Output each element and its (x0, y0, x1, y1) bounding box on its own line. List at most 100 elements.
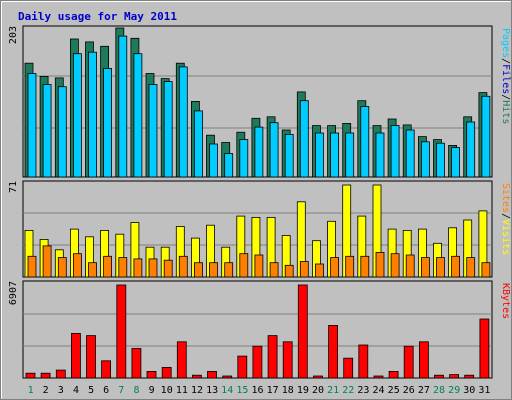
x-tick-label: 10 (161, 385, 173, 396)
bar-files (133, 53, 143, 178)
legend-separator: / (500, 213, 511, 219)
bar-kbytes (418, 341, 429, 379)
x-tick-label: 19 (297, 385, 309, 396)
bar-files (345, 132, 355, 178)
bar-kbytes (267, 335, 278, 379)
x-tick-label: 5 (88, 385, 94, 396)
x-tick-label: 23 (357, 385, 369, 396)
x-tick-label: 11 (176, 385, 188, 396)
bar-sites (466, 257, 476, 278)
x-tick-label: 9 (149, 385, 155, 396)
bar-kbytes (449, 374, 460, 379)
x-tick-label: 12 (191, 385, 203, 396)
bar-files (466, 121, 476, 178)
bar-kbytes (252, 345, 263, 379)
bar-sites (163, 259, 173, 278)
x-tick-label: 21 (327, 385, 339, 396)
bar-files (360, 106, 370, 178)
bar-files (420, 141, 430, 178)
bar-files (178, 66, 188, 178)
bar-kbytes (71, 332, 81, 379)
bar-sites (148, 258, 158, 278)
bar-kbytes (116, 284, 127, 379)
bar-files (284, 133, 294, 178)
bar-files (315, 132, 324, 178)
bar-sites (269, 262, 279, 278)
x-tick-label: 4 (73, 385, 79, 396)
bar-sites (254, 254, 264, 278)
x-tick-label: 26 (403, 385, 415, 396)
bar-files (209, 143, 218, 178)
bar-files (42, 84, 52, 178)
bar-kbytes (222, 375, 233, 379)
bar-sites (299, 261, 309, 278)
bar-files (330, 132, 340, 178)
bar-kbytes (161, 366, 172, 379)
bar-kbytes (328, 324, 339, 379)
bar-sites (42, 245, 52, 278)
y-max-label: 203 (8, 26, 19, 44)
bar-kbytes (434, 374, 444, 379)
bar-kbytes (358, 344, 369, 379)
legend-item-sites: Sites (500, 183, 511, 213)
x-tick-label: 14 (221, 385, 233, 396)
bar-files (27, 73, 37, 178)
bar-sites (315, 263, 324, 278)
bar-files (451, 147, 461, 178)
bar-files (118, 35, 128, 178)
bar-sites (420, 257, 430, 278)
bar-kbytes (101, 360, 111, 379)
bar-files (57, 86, 67, 178)
bar-kbytes (388, 370, 399, 379)
bar-sites (73, 253, 82, 278)
x-tick-label: 2 (43, 385, 49, 396)
x-tick-label: 18 (282, 385, 294, 396)
bar-sites (284, 264, 294, 278)
legend-item-pages: Pages (500, 28, 511, 58)
bar-kbytes (191, 374, 202, 379)
bar-sites (193, 262, 203, 278)
bar-kbytes (40, 372, 51, 379)
bar-files (163, 81, 173, 178)
bar-files (405, 129, 415, 178)
legend: Pages/Files/Hits (500, 28, 511, 124)
legend-separator: / (500, 58, 511, 64)
bar-kbytes (373, 375, 384, 379)
bar-kbytes (343, 357, 354, 379)
bar-sites (27, 255, 37, 278)
bar-sites (103, 255, 112, 278)
bar-sites (405, 254, 415, 278)
bar-sites (133, 258, 143, 278)
legend-separator: / (500, 94, 511, 100)
bar-files (269, 122, 279, 178)
legend-item-kbytes: KBytes (500, 283, 511, 319)
bar-files (481, 95, 491, 178)
bar-sites (224, 262, 234, 278)
bar-sites (209, 262, 218, 278)
bar-sites (178, 255, 188, 278)
x-tick-label: 3 (58, 385, 64, 396)
y-max-label: 71 (8, 181, 19, 193)
y-max-label: 6907 (8, 281, 19, 305)
x-tick-label: 8 (133, 385, 139, 396)
x-tick-label: 31 (478, 385, 490, 396)
bar-kbytes (86, 335, 96, 379)
x-tick-label: 25 (388, 385, 400, 396)
bar-files (390, 125, 400, 178)
x-tick-label: 16 (251, 385, 263, 396)
x-tick-label: 7 (118, 385, 124, 396)
legend-item-visits: Visits (500, 219, 511, 255)
bar-kbytes (176, 341, 187, 379)
x-tick-label: 13 (206, 385, 218, 396)
x-tick-label: 6 (103, 385, 109, 396)
bar-sites (345, 255, 355, 278)
bar-sites (88, 262, 97, 278)
bar-kbytes (313, 375, 323, 379)
x-tick-label: 22 (342, 385, 354, 396)
x-tick-label: 27 (418, 385, 430, 396)
bar-kbytes (25, 372, 36, 379)
bar-kbytes (282, 341, 293, 379)
bar-sites (118, 257, 128, 278)
